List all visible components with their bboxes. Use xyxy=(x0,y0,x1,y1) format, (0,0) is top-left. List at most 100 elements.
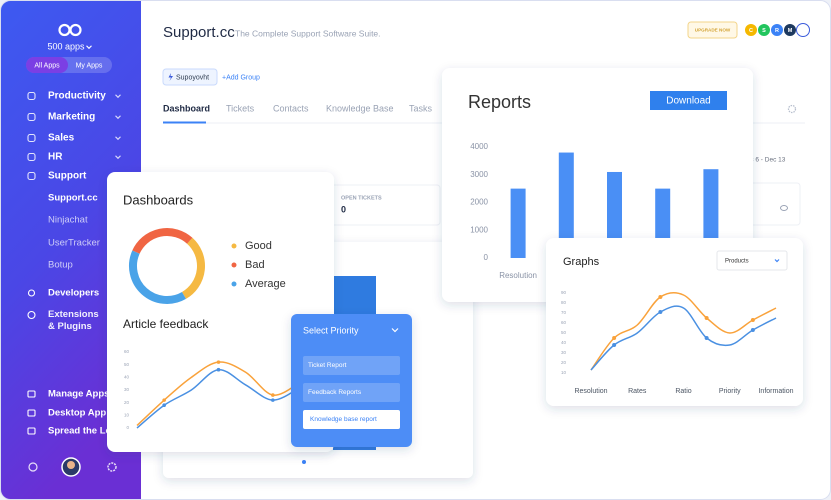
option-label[interactable]: Ticket Report xyxy=(308,362,347,369)
y-tick-label: 60 xyxy=(124,349,130,354)
avatar-letter: S xyxy=(762,28,766,34)
y-tick-label: 20 xyxy=(561,360,567,365)
chevron xyxy=(115,136,121,141)
y-tick-label: 80 xyxy=(561,300,567,305)
app-title: Support.cc xyxy=(163,24,235,41)
point xyxy=(704,336,709,340)
dropdown-title[interactable]: Select Priority xyxy=(303,325,359,335)
y-tick-label: 30 xyxy=(124,387,130,392)
submenu-item[interactable]: Ninjachat xyxy=(48,215,88,226)
nav-tab[interactable]: Contacts xyxy=(273,103,309,113)
stat-box xyxy=(329,184,441,226)
menu-item[interactable]: Spread the Love xyxy=(48,426,122,437)
x-tick-label: Priority xyxy=(719,388,741,395)
card-title: Graphs xyxy=(563,256,600,268)
y-tick-label: 10 xyxy=(561,370,567,375)
group-chip[interactable] xyxy=(162,68,218,86)
line-series xyxy=(590,305,777,371)
card-title: Dashboards xyxy=(123,192,194,207)
submenu-item[interactable]: Support.cc xyxy=(48,193,98,204)
menu-item[interactable]: Desktop App xyxy=(48,408,106,419)
settings-icon[interactable] xyxy=(787,104,797,114)
settings-icon xyxy=(107,462,117,472)
upgrade-button[interactable] xyxy=(687,21,738,39)
menu-item[interactable]: Manage Apps xyxy=(48,389,109,400)
card-subtitle: Article feedback xyxy=(123,317,209,331)
donut-segment xyxy=(129,250,186,304)
menu-item[interactable]: Developers xyxy=(48,288,99,299)
graphs-card xyxy=(546,238,803,406)
bar xyxy=(703,169,719,258)
line-series xyxy=(590,292,777,371)
y-tick-label: 1000 xyxy=(470,225,488,234)
y-tick-label: 0 xyxy=(126,425,129,430)
y-tick-label: 50 xyxy=(561,330,567,335)
dropdown-option[interactable] xyxy=(303,410,400,429)
nav-tab[interactable]: Tasks xyxy=(409,103,433,113)
menu-icon xyxy=(27,390,36,398)
download-button[interactable] xyxy=(650,91,727,110)
dropdown-option[interactable] xyxy=(303,356,400,375)
avatar-more[interactable] xyxy=(796,23,810,37)
sidebar-tab[interactable]: My Apps xyxy=(76,62,103,69)
y-tick-label: 60 xyxy=(561,320,567,325)
filter-dropdown[interactable] xyxy=(716,250,788,271)
menu-item[interactable]: Marketing xyxy=(48,112,95,123)
tab-active xyxy=(26,57,68,73)
option-label[interactable]: Knowledge base report xyxy=(310,416,377,423)
donut-segment xyxy=(132,228,193,254)
menu-item[interactable]: Productivity xyxy=(48,91,106,102)
button-label[interactable]: Download xyxy=(666,96,710,107)
bottom-icon xyxy=(28,462,38,472)
menu-icon xyxy=(27,91,36,101)
menu-item[interactable]: Support xyxy=(48,171,87,182)
chevron xyxy=(115,115,121,120)
date-range: Dec 6 - Dec 13 xyxy=(742,157,786,164)
menu-item[interactable]: Sales xyxy=(48,133,75,144)
nav-tab[interactable]: Tickets xyxy=(226,103,255,113)
sidebar-tab[interactable]: All Apps xyxy=(34,62,60,69)
bar xyxy=(510,188,526,258)
menu-item[interactable]: Extensions & Plugins xyxy=(48,309,99,332)
logo xyxy=(69,23,82,37)
chevron xyxy=(86,45,92,50)
menu-icon xyxy=(27,171,36,181)
stat-value: 0 xyxy=(341,204,346,214)
x-tick-label: Resolution xyxy=(574,388,607,395)
option-label[interactable]: Feedback Reports xyxy=(308,389,362,396)
menu-icon xyxy=(27,289,36,297)
menu-item[interactable]: HR xyxy=(48,152,63,163)
x-tick-label: Resolution xyxy=(499,271,537,280)
nav-tab[interactable]: Knowledge Base xyxy=(326,103,394,113)
y-tick-label: 2000 xyxy=(470,198,488,207)
nav-tab[interactable]: Dashboard xyxy=(163,103,210,113)
point xyxy=(612,336,617,340)
dropdown-option[interactable] xyxy=(303,383,400,402)
submenu-item[interactable]: UserTracker xyxy=(48,238,100,249)
dashboards-card xyxy=(107,172,334,452)
group-icon xyxy=(168,73,173,81)
point xyxy=(750,318,755,322)
add-group[interactable]: +Add Group xyxy=(222,74,260,81)
apps-count[interactable]: 500 apps xyxy=(47,41,85,51)
bar xyxy=(607,171,622,258)
legend-dot xyxy=(302,460,306,464)
y-tick-label: 40 xyxy=(124,375,130,380)
y-tick-label: 4000 xyxy=(470,142,488,151)
filter-label[interactable]: Products xyxy=(725,259,749,265)
legend-dot xyxy=(231,243,237,249)
y-tick-label: 30 xyxy=(561,350,567,355)
upgrade-label[interactable]: UPGRADE NOW xyxy=(695,28,731,33)
chevron xyxy=(115,94,121,99)
avatar-letter: C xyxy=(749,28,753,34)
point xyxy=(750,328,755,332)
point xyxy=(216,367,221,372)
menu-icon xyxy=(27,152,36,162)
submenu-item[interactable]: Botup xyxy=(48,260,73,271)
x-tick-label: Ratio xyxy=(675,388,691,395)
point xyxy=(271,398,275,402)
point xyxy=(162,398,166,402)
group-name[interactable]: Supoyovht xyxy=(176,74,209,81)
point xyxy=(612,343,617,347)
